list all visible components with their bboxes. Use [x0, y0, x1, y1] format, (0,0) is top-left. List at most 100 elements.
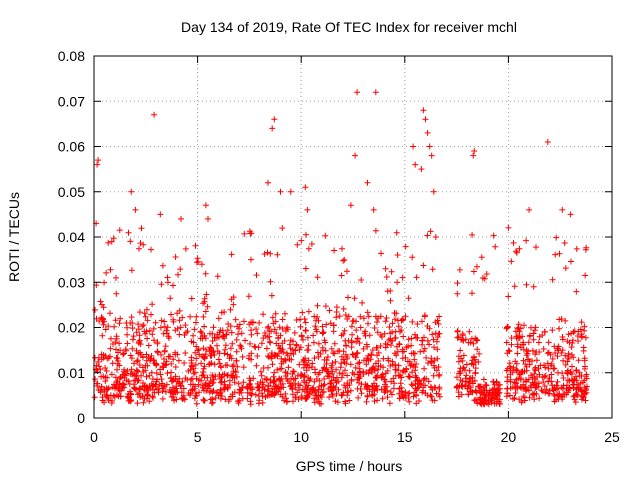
x-tick-label: 15	[397, 429, 413, 445]
data-point	[326, 307, 333, 314]
data-point	[513, 380, 520, 386]
data-point	[97, 387, 104, 394]
data-point	[581, 384, 588, 391]
data-point	[282, 357, 289, 364]
data-point	[321, 356, 328, 363]
data-point	[298, 394, 305, 401]
data-point	[177, 383, 184, 390]
data-point	[336, 370, 343, 377]
data-point	[431, 362, 437, 369]
data-point	[495, 382, 502, 389]
data-point	[544, 360, 551, 367]
data-point	[389, 391, 395, 398]
data-point	[374, 329, 381, 336]
data-point	[508, 335, 515, 341]
data-point	[128, 355, 135, 362]
data-point	[103, 368, 110, 374]
data-point	[99, 397, 106, 404]
data-point	[221, 350, 228, 357]
data-point	[134, 358, 140, 365]
data-point	[375, 349, 382, 356]
data-point	[402, 389, 409, 396]
data-point	[554, 378, 561, 385]
data-point	[392, 372, 399, 379]
data-point	[102, 326, 109, 333]
data-point	[173, 396, 180, 403]
data-point	[544, 350, 551, 357]
data-point	[131, 377, 138, 384]
data-point	[508, 258, 515, 265]
data-point	[279, 346, 286, 353]
data-point	[405, 390, 412, 397]
data-point	[330, 322, 337, 329]
data-point	[379, 333, 385, 340]
data-point	[153, 370, 160, 377]
data-point	[254, 353, 261, 359]
data-point	[344, 268, 350, 275]
data-point	[340, 331, 347, 337]
data-point	[341, 256, 348, 263]
data-point	[371, 325, 378, 331]
data-point	[539, 388, 546, 395]
grid	[94, 56, 612, 418]
data-point	[298, 372, 305, 379]
data-point	[209, 338, 216, 344]
data-point	[422, 390, 429, 397]
data-point	[199, 372, 205, 379]
data-point	[384, 394, 391, 401]
data-point	[319, 347, 326, 354]
data-point	[145, 342, 152, 349]
data-point	[219, 327, 226, 334]
data-point	[412, 367, 419, 374]
data-point	[102, 353, 109, 359]
data-point	[101, 279, 108, 286]
data-point	[355, 360, 362, 367]
data-point	[414, 321, 421, 327]
data-point	[140, 322, 147, 328]
data-point	[359, 299, 366, 306]
data-point	[240, 379, 247, 386]
data-point	[305, 357, 312, 364]
data-point	[213, 335, 220, 342]
data-point	[485, 401, 492, 408]
data-point	[525, 339, 532, 346]
data-point	[569, 381, 576, 388]
data-point	[136, 362, 143, 368]
data-point	[561, 240, 568, 246]
data-point	[168, 378, 175, 385]
data-point	[349, 331, 356, 338]
data-point	[364, 392, 371, 399]
data-point	[233, 348, 240, 355]
data-point	[157, 211, 164, 218]
data-point	[259, 384, 266, 391]
data-point	[266, 354, 272, 361]
data-point	[581, 327, 588, 334]
data-point	[244, 395, 251, 402]
data-point	[430, 336, 437, 343]
data-point	[287, 188, 294, 195]
y-tick-label: 0.04	[58, 229, 85, 245]
data-point	[162, 388, 169, 395]
data-point	[221, 385, 228, 392]
data-point	[364, 383, 371, 390]
data-point	[135, 368, 141, 375]
data-point	[281, 397, 288, 404]
data-point	[164, 324, 171, 331]
data-point	[573, 386, 580, 393]
data-point	[227, 306, 234, 313]
data-point	[342, 351, 349, 358]
data-point	[420, 262, 427, 269]
data-point	[510, 239, 517, 246]
data-point	[153, 361, 160, 368]
data-point	[226, 382, 233, 388]
data-point	[202, 351, 209, 358]
data-point	[194, 347, 201, 354]
y-tick-labels: 0 0.01 0.02 0.03 0.04 0.05 0.06 0.07 0.08	[58, 48, 85, 426]
data-point	[559, 336, 566, 343]
data-point	[107, 266, 114, 273]
data-point	[378, 250, 384, 257]
data-point	[200, 300, 207, 307]
data-point	[241, 318, 247, 325]
data-point	[548, 378, 555, 385]
y-tick-label: 0.05	[58, 184, 85, 200]
